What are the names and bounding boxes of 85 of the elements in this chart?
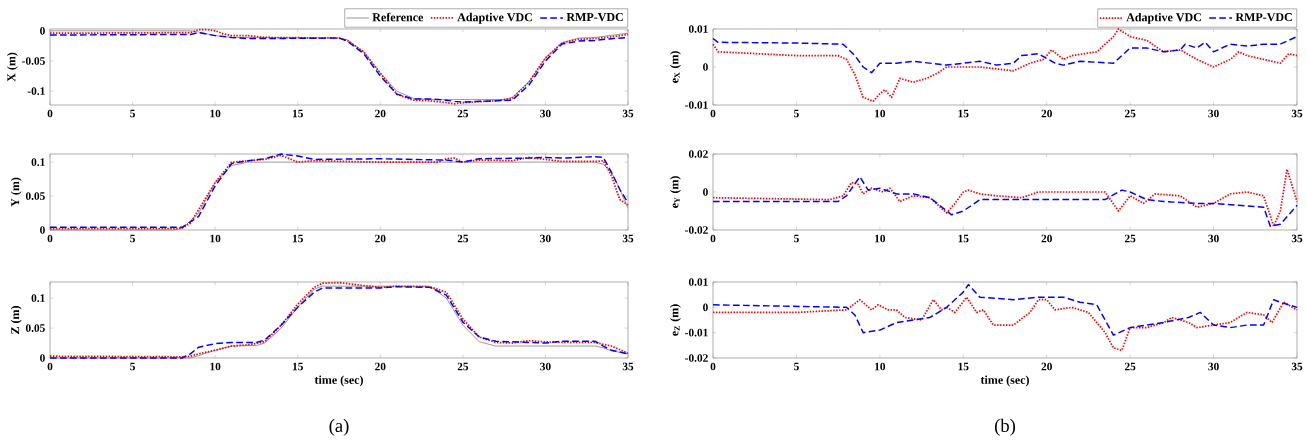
y-tick-label: -0.05 [22, 57, 45, 65]
y-tick-label: 0.1 [31, 294, 45, 303]
legend-label: Adaptive VDC [1126, 12, 1201, 24]
legend-label: RMP-VDC [566, 13, 623, 22]
y-tick-label: -0.01 [685, 101, 708, 109]
x-tick-label: 25 [1124, 109, 1136, 118]
x-tick-label: 20 [1041, 362, 1052, 371]
x-tick-label: 15 [958, 234, 969, 243]
x-tick-label: 35 [1291, 109, 1303, 118]
y-tick-label: -0.02 [685, 354, 708, 362]
y-tick-label: -0.02 [685, 226, 708, 234]
x-tick-label: 20 [1041, 234, 1052, 243]
x-tick-label: 35 [622, 234, 634, 243]
x-tick-label: 10 [210, 362, 221, 371]
line-series [712, 283, 1298, 336]
y-tick-label: 0.05 [25, 324, 45, 332]
x-tick-label: 30 [1208, 362, 1219, 371]
x-tick-label: 35 [622, 109, 634, 118]
y-tick-label: 0.01 [688, 25, 708, 33]
x-tick-label: 5 [130, 109, 135, 118]
y-tick-label: 0.02 [688, 150, 708, 158]
y-axis-title: Y (m) [10, 177, 22, 207]
text: (a) [329, 418, 349, 436]
x-tick-label: 5 [794, 362, 799, 371]
y-tick-label: 0 [703, 63, 708, 71]
x-tick-label: 5 [130, 362, 135, 371]
x-tick-label: 20 [1041, 109, 1052, 118]
y-tick-label: 0.01 [688, 278, 708, 286]
x-tick-label: 30 [1208, 234, 1219, 243]
y-tick-label: -0.01 [685, 328, 708, 337]
y-axis-title: e$_{X}$ (m) [669, 51, 681, 83]
x-tick-label: 25 [457, 109, 469, 118]
x-tick-label: 25 [1124, 234, 1136, 243]
x-axis-title: time (sec) [314, 375, 363, 387]
y-tick-label: 0 [703, 303, 708, 312]
x-tick-label: 35 [622, 362, 634, 371]
x-tick-label: 20 [375, 362, 386, 371]
x-tick-label: 35 [1291, 362, 1303, 371]
y-tick-label: 0 [40, 226, 45, 234]
x-tick-label: 15 [958, 109, 969, 118]
y-axis-title: e$_{Z}$ (m) [669, 304, 681, 336]
x-tick-label: 5 [794, 234, 799, 243]
x-tick-label: 0 [710, 109, 716, 118]
x-tick-label: 5 [130, 234, 135, 243]
x-tick-label: 0 [47, 362, 53, 371]
x-tick-label: 10 [875, 109, 886, 118]
y-axis-title: e$_{Y}$ (m) [669, 176, 681, 208]
x-tick-label: 30 [1208, 109, 1219, 118]
y-tick-label: 0.1 [31, 158, 45, 166]
x-axis-title: time (sec) [980, 375, 1029, 387]
x-tick-label: 15 [958, 362, 969, 371]
x-tick-label: 25 [457, 234, 469, 243]
x-tick-label: 25 [1124, 362, 1136, 371]
x-tick-label: 0 [710, 234, 716, 243]
x-tick-label: 10 [210, 234, 221, 243]
y-tick-label: 0 [40, 26, 45, 35]
x-tick-label: 0 [710, 362, 716, 371]
x-tick-label: 0 [47, 234, 53, 243]
x-tick-label: 20 [375, 234, 386, 243]
x-tick-label: 30 [540, 234, 551, 243]
y-tick-label: 0 [40, 354, 45, 362]
x-tick-label: 15 [292, 109, 303, 118]
x-tick-label: 30 [540, 362, 551, 371]
y-tick-label: 0 [703, 188, 708, 196]
line-series [712, 35, 1298, 74]
y-axis-title: X (m) [6, 52, 18, 82]
x-tick-label: 10 [210, 109, 221, 118]
x-tick-label: 5 [794, 109, 799, 118]
line-series [712, 296, 1298, 352]
x-tick-label: 10 [875, 234, 886, 243]
legend-label: Adaptive VDC [457, 12, 532, 24]
x-tick-label: 20 [375, 109, 386, 118]
x-tick-label: 15 [292, 362, 303, 371]
y-axis-title: Z (m) [10, 306, 22, 334]
legend-label: RMP-VDC [1235, 13, 1292, 22]
text: (b) [994, 418, 1016, 436]
x-tick-label: 35 [1291, 234, 1303, 243]
y-tick-label: -0.1 [27, 87, 45, 95]
x-tick-label: 30 [540, 109, 551, 118]
legend-label: Reference [372, 12, 424, 22]
x-tick-label: 10 [875, 362, 886, 371]
y-tick-label: 0.05 [25, 192, 45, 200]
x-tick-label: 25 [457, 362, 469, 371]
x-tick-label: 0 [47, 109, 53, 118]
x-tick-label: 15 [292, 234, 303, 243]
